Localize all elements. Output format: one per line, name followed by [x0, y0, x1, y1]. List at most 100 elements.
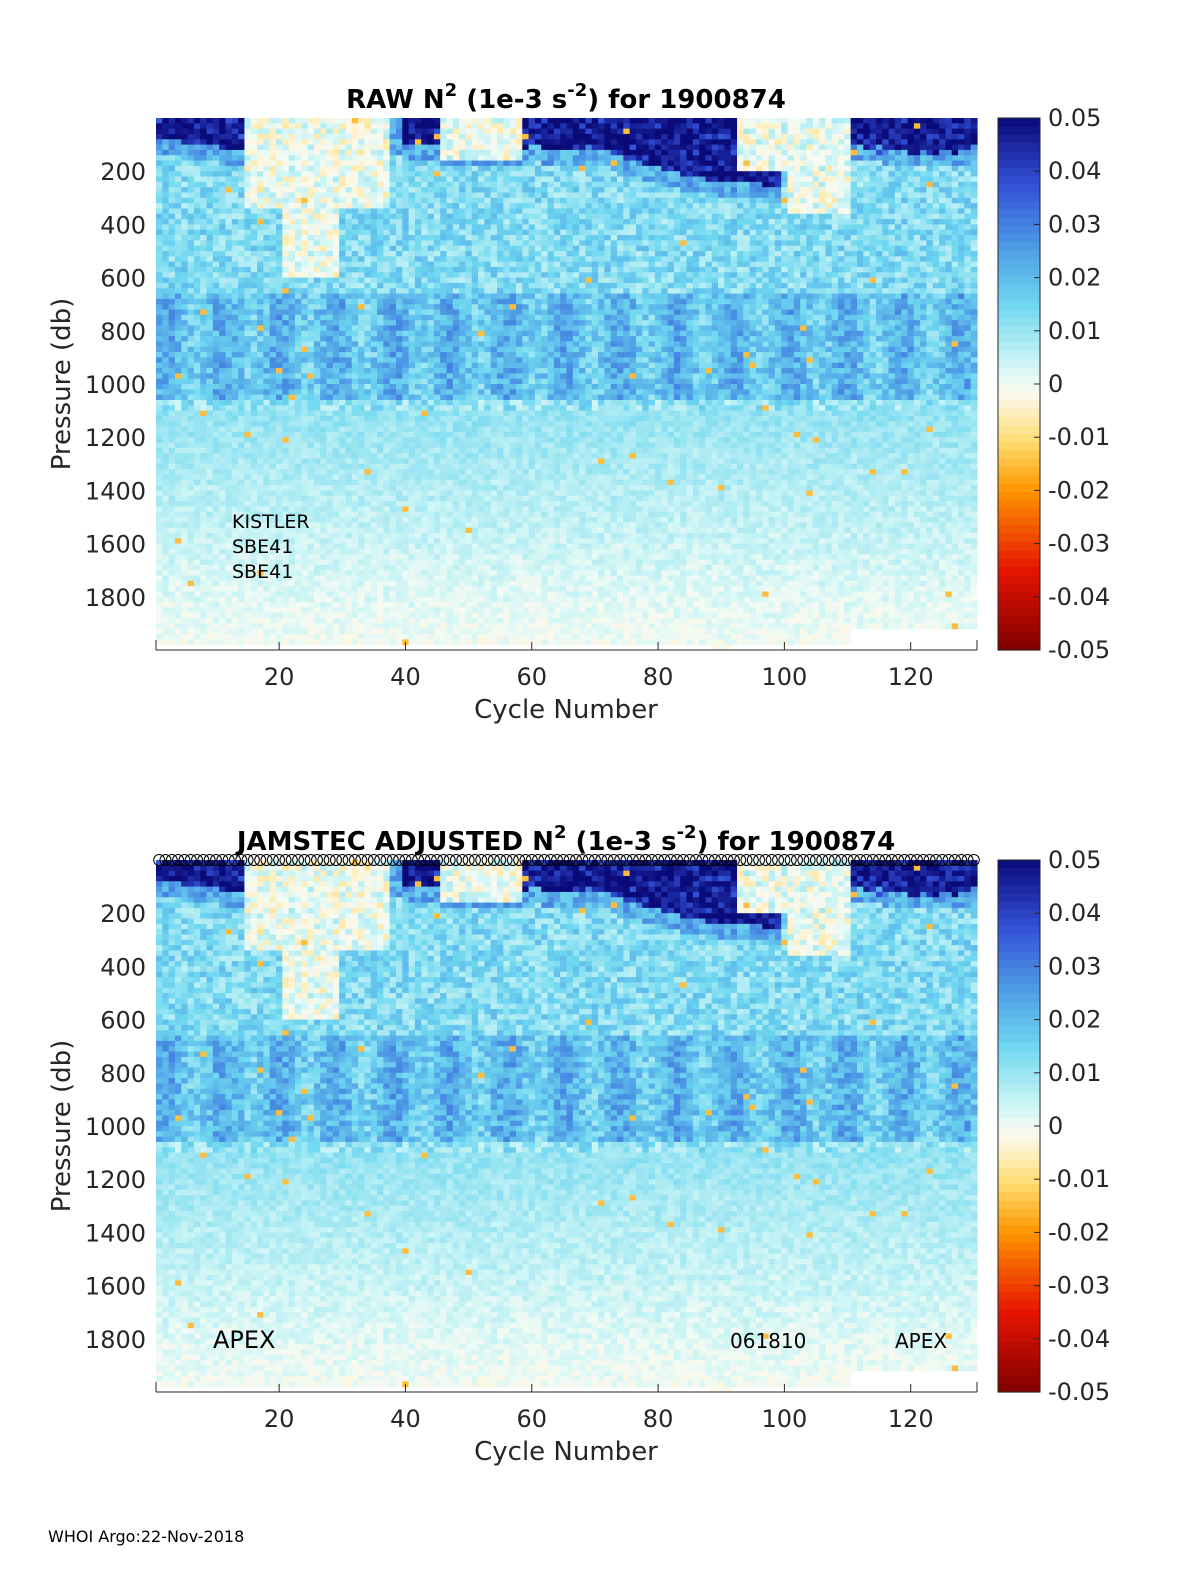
raw-heatmap-cell [250, 346, 258, 353]
raw-heatmap-cell [301, 586, 309, 593]
raw-heatmap-cell [440, 389, 448, 396]
raw-heatmap-cell [339, 426, 347, 433]
raw-heatmap-cell [440, 485, 448, 491]
raw-heatmap-cell [339, 272, 347, 279]
raw-heatmap-cell [370, 564, 378, 571]
raw-heatmap-cell [294, 341, 302, 348]
raw-heatmap-cell [326, 474, 334, 481]
raw-heatmap-cell [156, 543, 163, 550]
raw-heatmap-cell [156, 485, 163, 491]
raw-heatmap-cell [320, 176, 328, 183]
raw-heatmap-cell [351, 261, 359, 268]
raw-heatmap-cell [244, 357, 252, 364]
raw-heatmap-cell [389, 463, 397, 470]
raw-heatmap-cell [307, 495, 315, 502]
raw-heatmap-cell [238, 176, 246, 183]
raw-heatmap-cell [459, 575, 467, 582]
raw-heatmap-cell [465, 458, 473, 465]
raw-heatmap-cell [288, 298, 296, 305]
raw-heatmap-cell [364, 346, 372, 353]
raw-heatmap-cell [433, 208, 441, 215]
raw-heatmap-cell [263, 495, 271, 502]
raw-heatmap-cell [212, 288, 220, 295]
raw-heatmap-cell [187, 415, 195, 422]
raw-heatmap-cell [269, 357, 277, 364]
raw-heatmap-cell [187, 261, 195, 268]
raw-heatmap-cell [427, 447, 435, 454]
raw-heatmap-cell [408, 564, 416, 571]
raw-heatmap-cell [408, 144, 416, 151]
raw-heatmap-cell [187, 176, 195, 183]
raw-heatmap-cell [465, 330, 473, 337]
raw-heatmap-cell [471, 219, 479, 225]
raw-heatmap-cell [275, 575, 283, 582]
raw-heatmap-cell [181, 437, 189, 444]
raw-heatmap-cell [282, 213, 290, 220]
raw-heatmap-cell [471, 251, 479, 257]
raw-heatmap-cell [200, 559, 208, 566]
raw-heatmap-cell [212, 559, 220, 566]
raw-heatmap-cell [307, 288, 315, 295]
raw-heatmap-cell [402, 442, 410, 449]
raw-heatmap-cell [471, 314, 479, 321]
raw-heatmap-cell [427, 304, 435, 311]
raw-heatmap-cell [389, 538, 397, 545]
raw-heatmap-cell [231, 176, 239, 183]
raw-heatmap-cell [206, 612, 214, 619]
raw-heatmap-cell [446, 352, 454, 358]
raw-heatmap-cell [326, 602, 334, 609]
raw-heatmap-cell [408, 336, 416, 343]
raw-heatmap-cell [257, 368, 264, 374]
raw-heatmap-cell [282, 298, 290, 305]
raw-heatmap-cell [225, 314, 233, 321]
raw-heatmap-cell [351, 325, 359, 332]
raw-heatmap-cell [238, 320, 246, 327]
raw-heatmap-cell [364, 155, 372, 162]
raw-heatmap-cell [200, 527, 208, 534]
raw-heatmap-cell [250, 320, 258, 327]
raw-heatmap-cell [294, 176, 302, 183]
raw-heatmap-cell [187, 447, 195, 454]
raw-heatmap-cell [181, 203, 189, 210]
raw-heatmap-cell [389, 580, 397, 587]
raw-heatmap-cell [257, 612, 264, 619]
raw-heatmap-cell [427, 197, 435, 204]
raw-heatmap-cell [313, 458, 321, 465]
raw-heatmap-cell [219, 203, 227, 210]
raw-heatmap-cell [358, 203, 366, 210]
raw-heatmap-cell [156, 256, 163, 263]
raw-heatmap-cell [301, 564, 309, 571]
raw-heatmap-cell [244, 309, 252, 316]
raw-heatmap-cell [326, 442, 334, 449]
raw-heatmap-cell [389, 128, 397, 135]
raw-heatmap-cell [326, 527, 334, 534]
raw-heatmap-cell [294, 591, 302, 598]
raw-heatmap-cell [339, 564, 347, 571]
raw-heatmap-cell [269, 229, 277, 236]
raw-heatmap-cell [225, 219, 233, 225]
raw-heatmap-cell [427, 282, 435, 289]
raw-heatmap-cell [339, 405, 347, 412]
raw-heatmap-cell [414, 314, 422, 321]
raw-heatmap-cell [446, 618, 454, 624]
raw-heatmap-cell [427, 634, 435, 640]
raw-heatmap-cell [250, 591, 258, 598]
raw-heatmap-cell [294, 229, 302, 236]
raw-heatmap-cell [187, 394, 195, 401]
raw-heatmap-cell [181, 362, 189, 369]
raw-heatmap-cell [162, 623, 170, 630]
raw-heatmap-cell [269, 128, 277, 135]
raw-heatmap-cell [459, 612, 467, 619]
raw-heatmap-cell [433, 474, 441, 481]
raw-heatmap-cell [408, 410, 416, 417]
raw-heatmap-cell [383, 559, 391, 566]
raw-heatmap-cell [301, 357, 309, 364]
raw-heatmap-cell [377, 453, 384, 460]
raw-heatmap-cell [427, 128, 435, 135]
raw-heatmap-cell [471, 149, 479, 156]
raw-heatmap-cell [395, 123, 403, 130]
raw-heatmap-cell [219, 176, 227, 183]
raw-heatmap-cell [187, 458, 195, 465]
raw-heatmap-cell [395, 288, 403, 295]
raw-heatmap-cell [408, 298, 416, 305]
